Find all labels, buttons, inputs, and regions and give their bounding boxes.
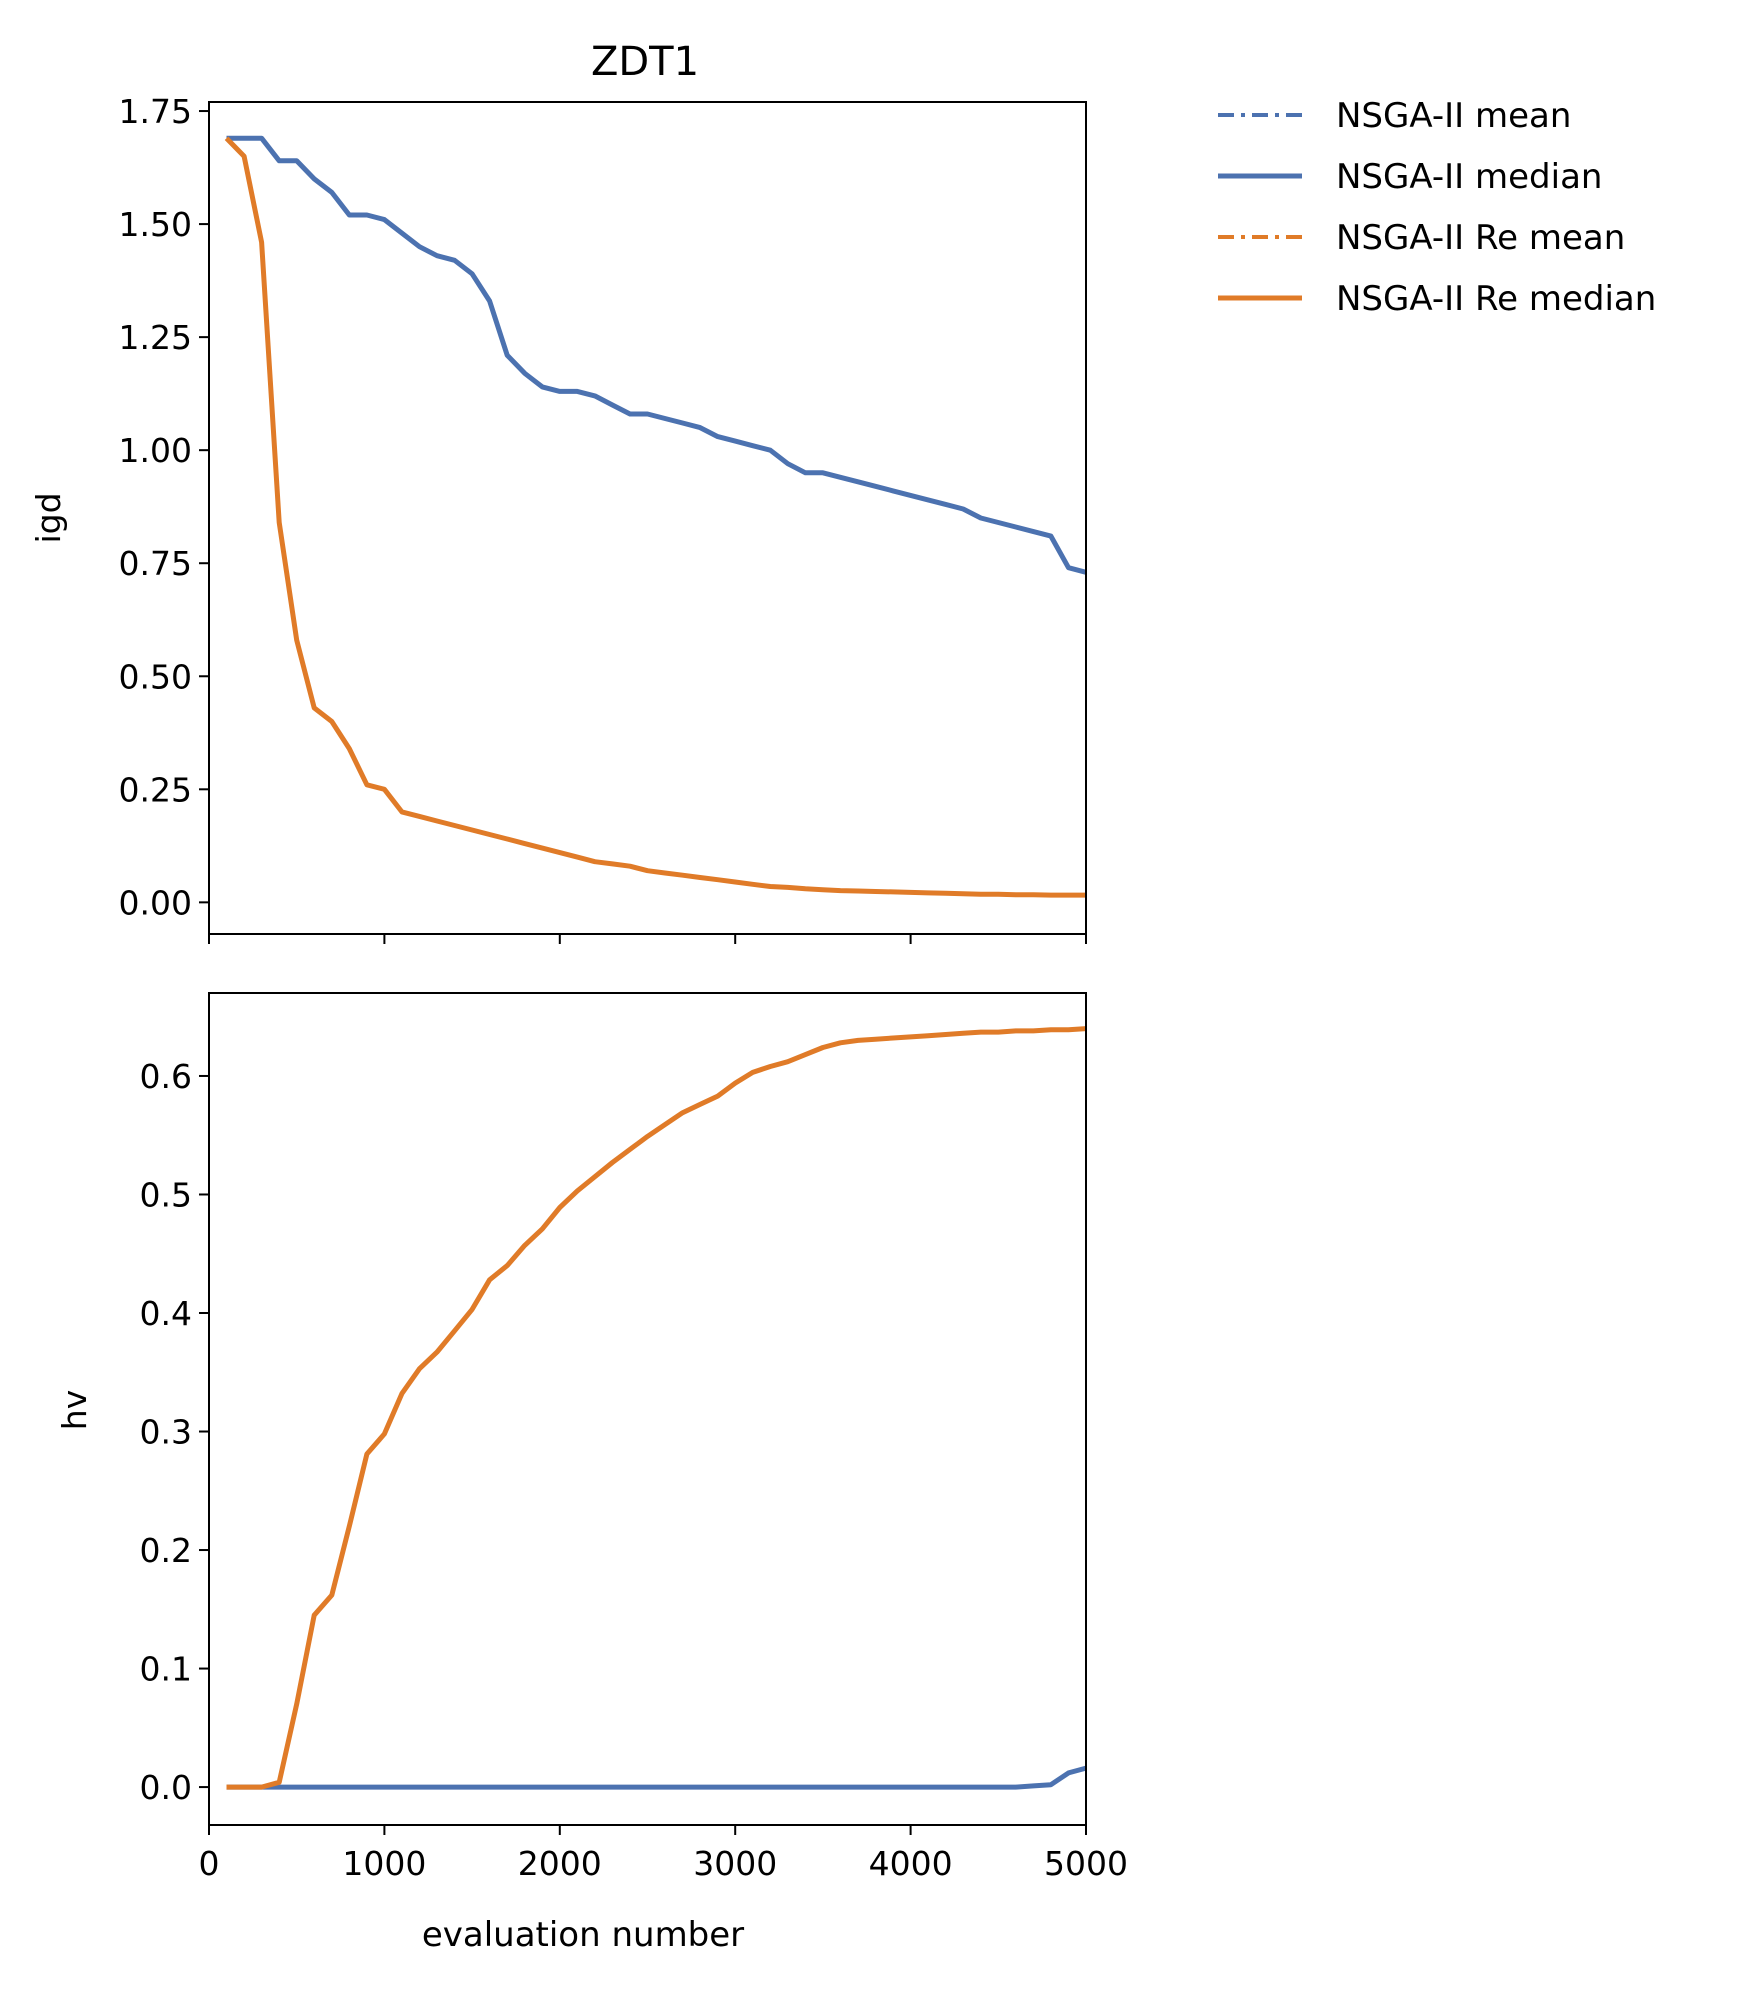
igd-ytick-label: 1.50: [119, 205, 192, 244]
igd-ytick-label: 1.25: [119, 318, 192, 357]
legend-label-nsga2-re-mean: NSGA-II Re mean: [1336, 218, 1625, 258]
igd-ytick-label: 1.00: [119, 431, 192, 470]
hv-ytick-label: 0.5: [140, 1175, 192, 1214]
igd-panel: ZDT1 igd 0.00 0.25 0.50 0.75 1.00 1.25 1.50 1.7…: [29, 39, 1087, 944]
x-axis-label: evaluation number: [422, 1915, 744, 1955]
hv-ytick-label: 0.6: [140, 1057, 192, 1096]
legend-label-nsga2-re-median: NSGA-II Re median: [1336, 279, 1656, 319]
hv-ytick-label: 0.3: [140, 1413, 192, 1452]
legend-entry-nsga2-re-mean: NSGA-II Re mean: [1218, 218, 1625, 258]
hv-xtick-label: 2000: [518, 1844, 602, 1883]
igd-plot-frame: [208, 101, 1087, 935]
legend-entry-nsga2-mean: NSGA-II mean: [1218, 96, 1571, 136]
hv-panel: hv evaluation number 0.00.10.20.30.40.50…: [55, 992, 1128, 1955]
hv-ticks: 0.0 0.1 0.2 0.3 0.4 0.5 0.6 0 1000 2000 3000 4000 50…: [140, 1057, 1128, 1883]
hv-plot-frame: [208, 992, 1087, 1826]
hv-xtick-label: 3000: [693, 1844, 777, 1883]
hv-series-nsga-ii-re-median: [226, 1026, 1087, 1790]
hv-lines: [226, 1026, 1087, 1790]
y-axis-label-hv: hv: [55, 1390, 94, 1430]
legend-entry-nsga2-re-median: NSGA-II Re median: [1218, 279, 1656, 319]
igd-ticks: 0.00 0.25 0.50 0.75 1.00 1.25 1.50 1.75: [119, 92, 1087, 944]
igd-series-nsga-ii-re-median: [224, 136, 1086, 898]
hv-ytick-label: 0.2: [140, 1531, 192, 1570]
igd-lines: [224, 135, 1087, 898]
legend: NSGA-II mean NSGA-II median NSGA-II Re m…: [1218, 96, 1656, 319]
chart-title: ZDT1: [591, 39, 699, 85]
hv-series-nsga-ii-median: [226, 1765, 1087, 1790]
igd-ytick-label: 0.50: [119, 657, 192, 696]
legend-entry-nsga2-median: NSGA-II median: [1218, 157, 1602, 197]
hv-xtick-label: 4000: [869, 1844, 953, 1883]
hv-xtick-label: 5000: [1044, 1844, 1128, 1883]
hv-ytick-label: 0.1: [140, 1650, 192, 1689]
igd-ytick-label: 0.75: [119, 544, 192, 583]
legend-label-nsga2-mean: NSGA-II mean: [1336, 96, 1571, 136]
hv-xtick-label: 0: [199, 1844, 220, 1883]
hv-xtick-label: 1000: [342, 1844, 426, 1883]
hv-ytick-label: 0.0: [140, 1768, 192, 1807]
legend-label-nsga2-median: NSGA-II median: [1336, 157, 1602, 197]
igd-ytick-label: 0.25: [119, 770, 192, 809]
igd-series-nsga-ii-median: [226, 135, 1087, 575]
hv-ytick-label: 0.4: [140, 1294, 192, 1333]
y-axis-label-igd: igd: [29, 492, 68, 543]
igd-ytick-label: 0.00: [119, 883, 192, 922]
igd-ytick-label: 1.75: [119, 92, 192, 131]
